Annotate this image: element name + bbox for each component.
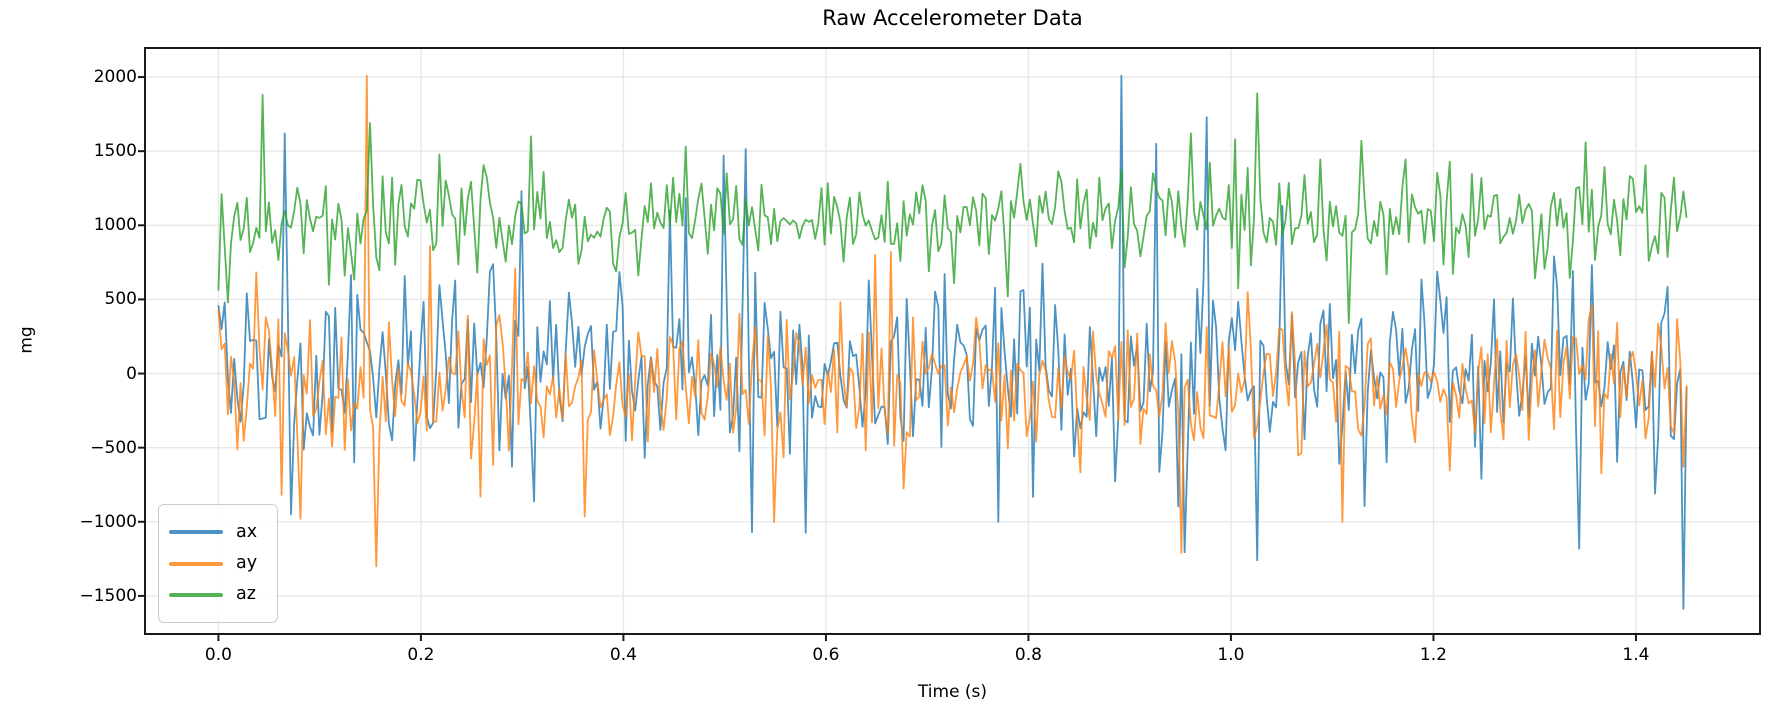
series-line-ax (217, 74, 1688, 610)
chart-title: Raw Accelerometer Data (822, 6, 1083, 30)
y-tick-label: 1500 (93, 141, 137, 162)
y-axis-label: mg (16, 326, 37, 354)
legend-item-ay: ay (169, 552, 267, 573)
y-tick-label: −1500 (79, 585, 137, 606)
plot-spines (144, 47, 1761, 635)
legend-line-az-icon (169, 592, 223, 597)
series-line-ay (217, 74, 1688, 568)
y-tick-label: 0 (126, 363, 137, 384)
x-tick-label: 1.4 (1622, 645, 1650, 665)
x-axis-label: Time (s) (917, 682, 988, 702)
y-tick-label: −500 (90, 437, 137, 458)
x-tick-label: 0.8 (1014, 645, 1042, 665)
x-tick-label: 0.0 (204, 645, 232, 665)
y-tick-label: 2000 (93, 67, 137, 88)
x-tick-label: 0.6 (812, 645, 840, 665)
legend-label-az: az (236, 583, 256, 604)
legend-label-ax: ax (236, 521, 258, 542)
y-tick-label: 500 (104, 289, 137, 310)
legend-line-ax-icon (169, 530, 223, 535)
y-tick-label: −1000 (79, 511, 137, 532)
x-tick-label: 0.2 (407, 645, 435, 665)
y-tick-label: 1000 (93, 215, 137, 236)
x-tick-label: 0.4 (609, 645, 637, 665)
legend: ax ay az (158, 504, 278, 623)
series-line-az (217, 92, 1688, 324)
x-tick-label: 1.2 (1419, 645, 1447, 665)
legend-line-ay-icon (169, 561, 223, 566)
legend-item-az: az (169, 583, 267, 604)
legend-item-ax: ax (169, 521, 267, 542)
legend-label-ay: ay (236, 552, 258, 573)
x-tick-label: 1.0 (1217, 645, 1245, 665)
